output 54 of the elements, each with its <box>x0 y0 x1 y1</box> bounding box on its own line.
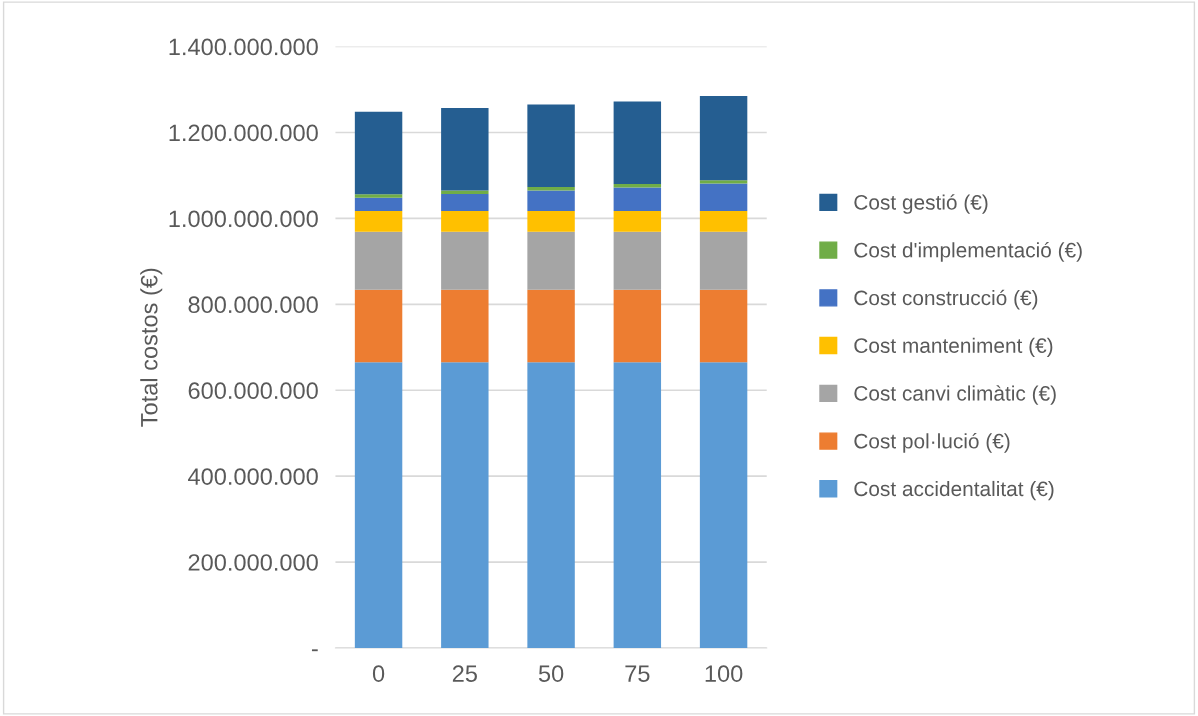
bar <box>527 190 575 212</box>
bar <box>354 197 403 212</box>
bar <box>441 231 489 290</box>
bar <box>699 211 748 232</box>
legend-label: Cost d'implementació (€) <box>854 241 1082 262</box>
legend-label: Cost canvi climàtic (€) <box>854 385 1056 405</box>
x-tick-label: 100 <box>705 665 743 682</box>
legend-label: Cost construcció (€) <box>854 289 1038 310</box>
y-axis-title: Total costos (€) <box>140 268 163 427</box>
y-tick-label: 1.200.000.000 <box>169 124 318 142</box>
legend-label: Cost gestió (€) <box>854 194 988 214</box>
bar <box>613 211 662 232</box>
bar <box>354 211 403 232</box>
bar <box>527 289 575 363</box>
bar <box>354 289 403 363</box>
bar <box>699 231 748 290</box>
bar <box>613 231 662 290</box>
bar <box>699 95 748 181</box>
bar <box>527 231 575 290</box>
y-tick-label: 1.400.000.000 <box>169 38 318 56</box>
legend-label: Cost accidentalitat (€) <box>854 480 1054 501</box>
legend-label: Cost manteniment (€) <box>854 337 1053 358</box>
bar <box>527 362 575 648</box>
y-tick-label: 400.000.000 <box>188 468 318 485</box>
y-tick-label: 1.000.000.000 <box>169 210 318 228</box>
bar <box>699 289 748 363</box>
bar <box>613 362 662 648</box>
bar <box>441 289 489 363</box>
bar <box>699 180 748 184</box>
bar <box>354 194 403 198</box>
bar <box>699 183 748 212</box>
y-tick-label: 200.000.000 <box>188 554 318 571</box>
bar <box>354 111 403 195</box>
x-tick-label: 75 <box>625 665 650 682</box>
bar <box>699 362 748 648</box>
bar <box>613 187 662 212</box>
bar <box>354 362 403 648</box>
bar <box>441 193 489 212</box>
x-tick-label: 50 <box>538 665 564 682</box>
bar <box>527 104 575 188</box>
y-tick-label: 600.000.000 <box>188 382 318 400</box>
legend-label: Cost pol·lució (€) <box>854 433 1010 453</box>
bar <box>527 211 575 232</box>
bar <box>441 190 489 194</box>
bar <box>441 211 489 232</box>
y-tick-label: - <box>311 649 318 652</box>
bar <box>441 107 489 191</box>
bar <box>354 231 403 290</box>
x-tick-label: 25 <box>452 665 477 682</box>
bar <box>613 289 662 363</box>
bar <box>613 101 662 185</box>
y-tick-label: 800.000.000 <box>188 296 318 314</box>
x-tick-label: 0 <box>372 665 385 682</box>
bar <box>441 362 489 648</box>
